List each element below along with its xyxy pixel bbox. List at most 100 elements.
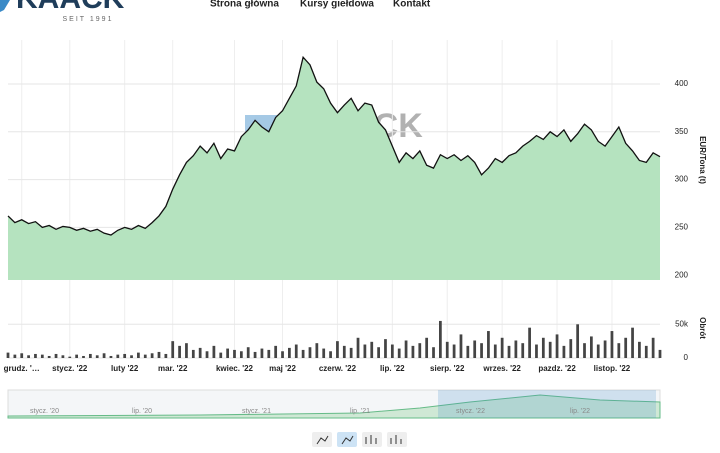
- volume-bar: [47, 355, 51, 358]
- x-tick-label: sierp. '22: [430, 364, 465, 373]
- volume-bar: [75, 354, 79, 358]
- y-tick-label: 200: [675, 270, 689, 279]
- volume-bar: [102, 353, 106, 358]
- navigator-label: lip. '20: [132, 408, 152, 415]
- volume-bar: [528, 327, 531, 358]
- volume-bar: [658, 349, 662, 358]
- volume-bar: [226, 348, 229, 358]
- x-tick-label: kwiec. '22: [216, 364, 254, 373]
- volume-bar: [336, 341, 339, 358]
- volume-bar: [507, 345, 511, 358]
- volume-bar: [397, 348, 401, 358]
- chart-type-line[interactable]: [312, 432, 332, 447]
- volume-bar: [541, 337, 545, 358]
- volume-bar: [480, 343, 483, 358]
- volume-bar: [432, 347, 435, 358]
- volume-bar: [260, 348, 264, 358]
- y-tick-label: 400: [675, 79, 689, 88]
- chart-type-ohlc[interactable]: [362, 432, 382, 447]
- volume-bar: [123, 353, 127, 358]
- volume-bar: [342, 345, 346, 358]
- nav-link[interactable]: Kursy giełdowa: [300, 0, 374, 10]
- volume-bar: [274, 345, 278, 358]
- volume-bar: [555, 334, 559, 358]
- volume-bar: [61, 355, 65, 358]
- volume-bar: [27, 355, 30, 358]
- nav-link[interactable]: Strona główna: [210, 0, 279, 10]
- volume-bar: [439, 320, 442, 358]
- y-tick-label: 300: [675, 175, 689, 184]
- volume-bar: [411, 345, 415, 358]
- volume-bar: [68, 356, 72, 358]
- volume-bar: [459, 334, 463, 358]
- volume-bar: [500, 337, 504, 358]
- volume-bar: [150, 353, 154, 358]
- chart-type-candle[interactable]: [387, 432, 407, 447]
- volume-bar: [178, 345, 181, 358]
- volume-bar: [493, 344, 497, 358]
- volume-bar: [390, 344, 394, 358]
- volume-bar: [253, 351, 257, 358]
- volume-bar: [638, 341, 641, 358]
- navigator-label: stycz. '21: [242, 408, 271, 415]
- volume-bar: [521, 343, 525, 358]
- volume-bar: [349, 347, 353, 358]
- volume-bar: [95, 355, 99, 358]
- volume-bar: [384, 339, 387, 358]
- volume-bar: [404, 340, 408, 358]
- volume-bar: [116, 354, 120, 358]
- volume-bar: [198, 347, 202, 358]
- navigator-range[interactable]: [438, 390, 656, 418]
- volume-bar: [143, 354, 147, 358]
- y-axis-title: EUR/Tona (t): [698, 136, 707, 184]
- volume-bar: [6, 352, 10, 358]
- volume-bar: [487, 331, 490, 358]
- x-tick-label: maj '22: [269, 364, 296, 373]
- volume-bar: [473, 340, 477, 358]
- y-tick-label: 250: [675, 223, 689, 232]
- navigator-label: stycz. '22: [456, 408, 485, 415]
- volume-bar: [370, 341, 374, 358]
- nav-link[interactable]: Kontakt: [393, 0, 431, 10]
- x-tick-label: wrzes. '22: [482, 364, 521, 373]
- x-tick-label: luty '22: [111, 364, 139, 373]
- volume-bar: [583, 343, 586, 358]
- volume-bar: [425, 337, 429, 358]
- volume-bar: [82, 355, 85, 358]
- volume-bar: [191, 349, 195, 358]
- chart-type-area[interactable]: [337, 432, 357, 447]
- volume-bar: [445, 341, 449, 358]
- volume-bar: [267, 349, 271, 358]
- volume-bar: [40, 354, 44, 358]
- volume-bar: [212, 345, 216, 358]
- volume-bar: [603, 340, 607, 358]
- logo-sub: SEIT 1991: [63, 16, 114, 23]
- x-tick-label: lip. '22: [380, 364, 405, 373]
- y-tick-label: 350: [675, 127, 689, 136]
- volume-bar: [363, 344, 367, 358]
- toolbar: [312, 432, 407, 447]
- volume-bar: [171, 341, 175, 358]
- volume-bar: [294, 344, 298, 358]
- volume-bar: [157, 351, 161, 358]
- volume-bar: [88, 353, 92, 358]
- volume-bar: [308, 347, 312, 358]
- volume-bar: [617, 343, 621, 358]
- volume-bar: [596, 344, 600, 358]
- volume-bar: [109, 355, 113, 358]
- volume-bar: [322, 348, 326, 358]
- volume-bar: [548, 341, 552, 358]
- navigator-label: lip. '22: [570, 408, 590, 415]
- x-tick-label: stycz. '22: [52, 364, 88, 373]
- volume-bar: [315, 343, 319, 358]
- volume-tick-label: 0: [684, 353, 689, 362]
- x-tick-label: czerw. '22: [319, 364, 357, 373]
- volume-bar: [205, 351, 209, 358]
- volume-bar: [239, 351, 243, 358]
- volume-bar: [377, 347, 380, 358]
- volume-bar: [569, 339, 573, 358]
- volume-bar: [631, 327, 634, 358]
- x-tick-label: mar. '22: [158, 364, 188, 373]
